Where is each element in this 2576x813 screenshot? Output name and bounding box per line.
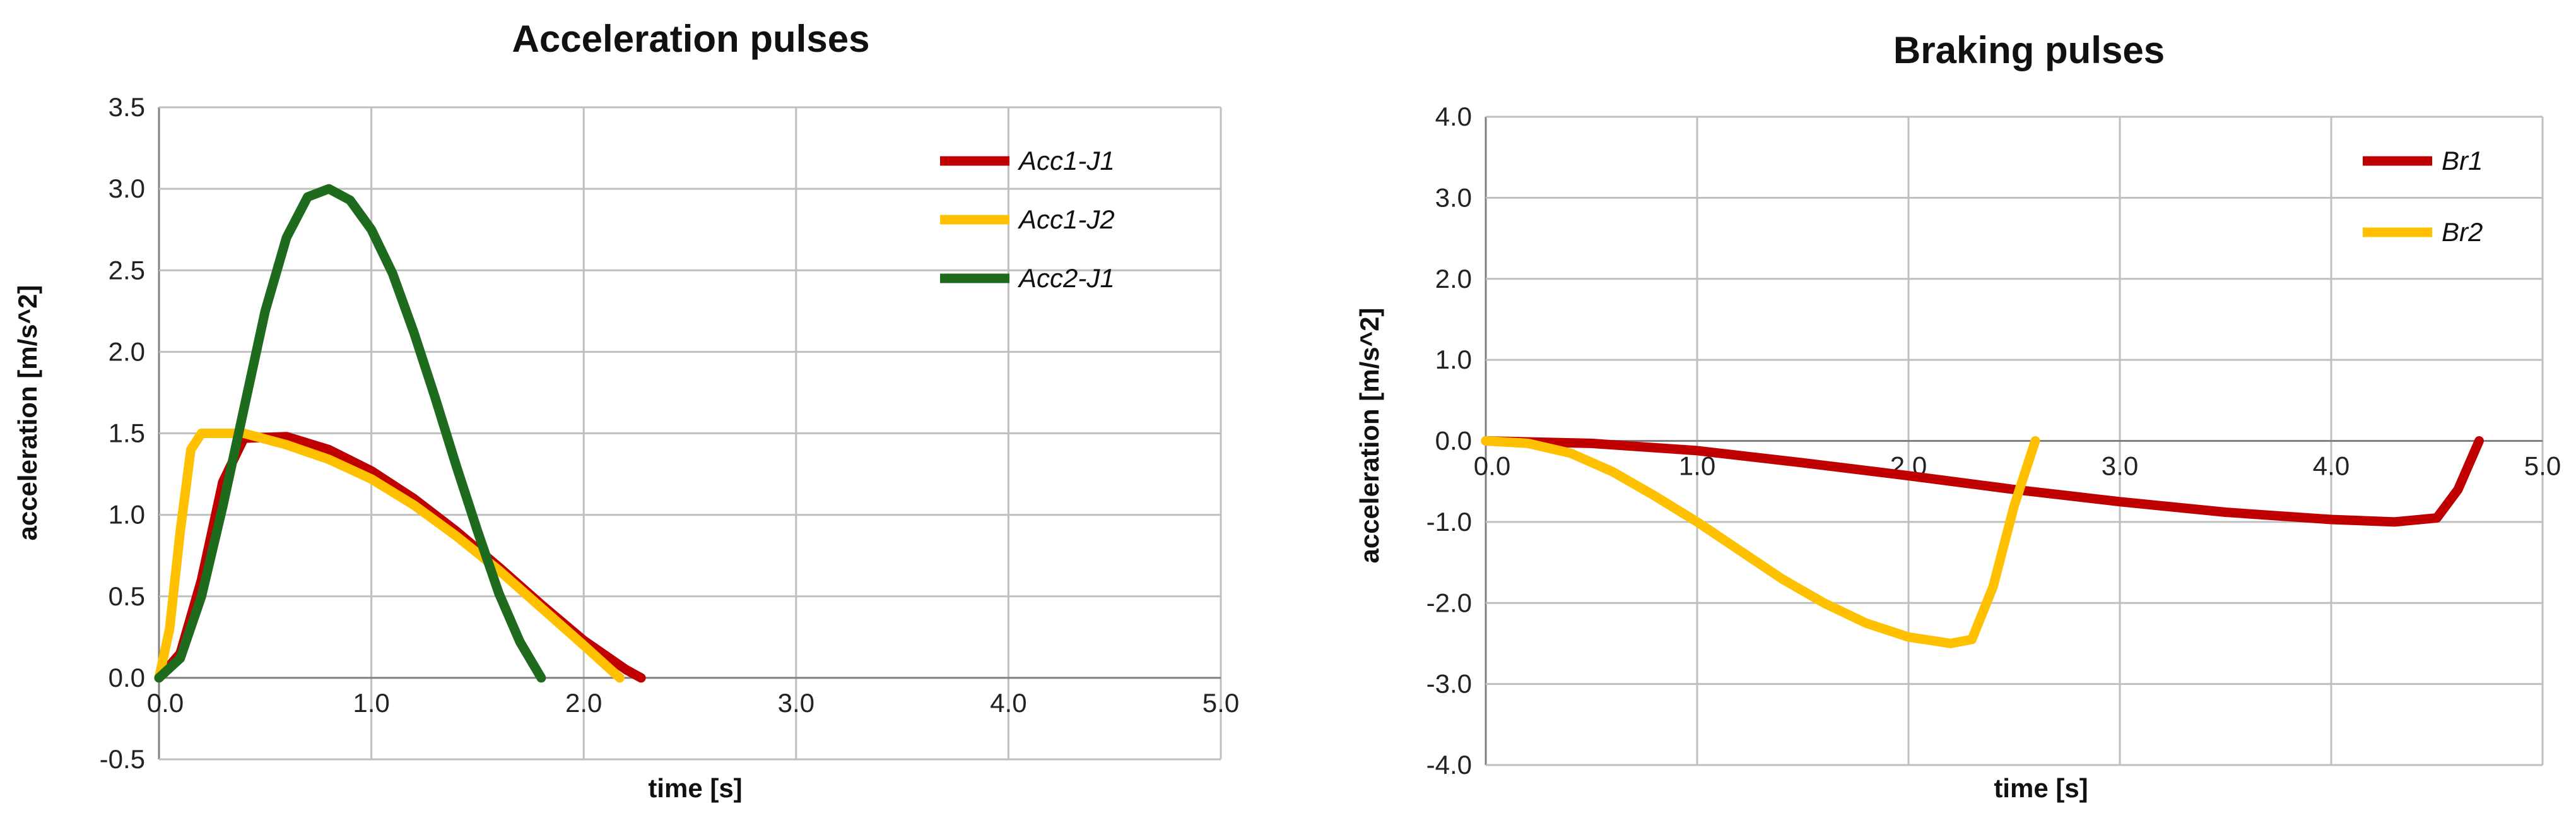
- x-tick-label: 3.0: [2102, 451, 2138, 481]
- x-tick-label: 3.0: [778, 688, 815, 718]
- y-tick-label: 2.0: [1435, 264, 1472, 294]
- y-tick-label: -2.0: [1426, 588, 1472, 617]
- series-line-acc1-j2: [154, 429, 625, 683]
- x-tick-label: 5.0: [1203, 688, 1239, 718]
- legend: Acc1-J1 Acc1-J2 Acc2-J1: [940, 146, 1115, 293]
- y-tick-label: 3.0: [1435, 182, 1472, 212]
- x-tick-label: 2.0: [565, 688, 602, 718]
- y-tick-label: 2.5: [109, 255, 145, 285]
- legend: Br1 Br2: [2363, 146, 2483, 247]
- chart-title: Acceleration pulses: [512, 18, 870, 60]
- x-tick-label: 4.0: [990, 688, 1026, 718]
- legend-label: Acc2-J1: [1017, 263, 1115, 293]
- x-tick-label: 5.0: [2524, 451, 2561, 481]
- y-tick-label: -1.0: [1426, 507, 1472, 537]
- series-line-br1: [1481, 436, 2484, 527]
- y-tick-label: -3.0: [1426, 669, 1472, 699]
- y-tick-label: 0.0: [1435, 426, 1472, 456]
- y-tick-label: 2.0: [109, 336, 145, 366]
- legend-label: Br2: [2442, 217, 2483, 247]
- y-tick-label: 3.5: [109, 92, 145, 122]
- x-axis-title: time [s]: [1994, 773, 2088, 803]
- x-tick-label: 0.0: [1474, 451, 1510, 481]
- gridlines: [1485, 116, 2544, 766]
- y-tick-label: 1.0: [1435, 345, 1472, 374]
- legend-label: Acc1-J1: [1017, 146, 1115, 175]
- x-tick-label: 4.0: [2313, 451, 2350, 481]
- y-tick-label: 1.0: [109, 500, 145, 530]
- chart-title: Braking pulses: [1893, 29, 2165, 71]
- y-tick-label: 0.0: [109, 663, 145, 692]
- y-tick-label: 1.5: [109, 418, 145, 448]
- y-axis-title: acceleration [m/s^2]: [1355, 307, 1384, 563]
- y-axis-title: acceleration [m/s^2]: [13, 285, 42, 540]
- braking-pulses-chart: Braking pulses acceleration [m/s^2] time…: [1355, 29, 2561, 803]
- legend-label: Acc1-J2: [1017, 205, 1115, 234]
- y-tick-label: 4.0: [1435, 102, 1472, 131]
- legend-label: Br1: [2442, 146, 2483, 175]
- x-axis-title: time [s]: [648, 773, 742, 803]
- y-tick-label: 3.0: [109, 174, 145, 203]
- y-tick-label: -0.5: [100, 744, 145, 774]
- gridlines: [158, 106, 1222, 761]
- series-line-br2: [1481, 436, 2040, 648]
- x-tick-label: 0.0: [147, 688, 184, 718]
- y-tick-label: -4.0: [1426, 750, 1472, 780]
- series-line-acc2-j1: [154, 184, 546, 683]
- x-tick-label: 1.0: [353, 688, 389, 718]
- y-tick-label: 0.5: [109, 581, 145, 611]
- acceleration-pulses-chart: Acceleration pulses acceleration [m/s^2]…: [13, 18, 1239, 803]
